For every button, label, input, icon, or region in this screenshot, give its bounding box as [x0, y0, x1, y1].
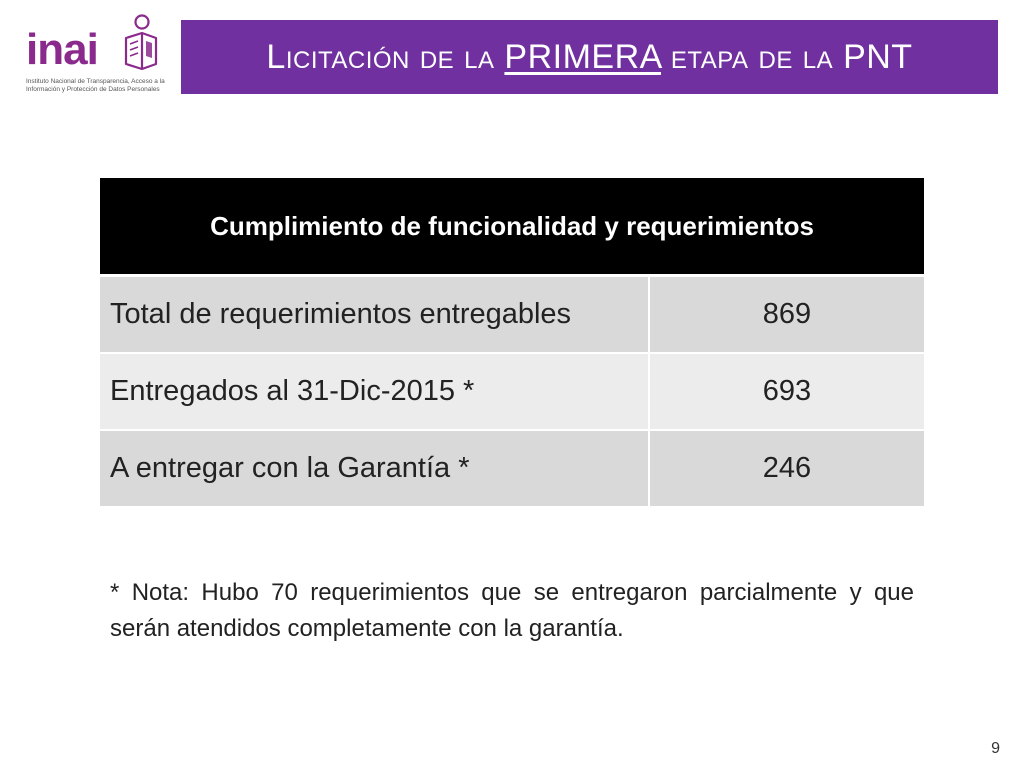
row-label: Total de requerimientos entregables — [100, 277, 650, 354]
table-header: Cumplimiento de funcionalidad y requerim… — [100, 178, 924, 277]
row-label: Entregados al 31-Dic-2015 * — [100, 354, 650, 431]
row-value: 246 — [650, 431, 924, 506]
row-value: 869 — [650, 277, 924, 354]
table-row: A entregar con la Garantía * 246 — [100, 431, 924, 506]
book-person-icon — [124, 14, 158, 71]
title-emphasis: PRIMERA — [504, 37, 661, 76]
row-value: 693 — [650, 354, 924, 431]
page-title: Licitación de la PRIMERA etapa de la PNT — [266, 38, 912, 77]
title-banner: Licitación de la PRIMERA etapa de la PNT — [181, 20, 998, 94]
table-row: Entregados al 31-Dic-2015 * 693 — [100, 354, 924, 431]
table-header-row: Cumplimiento de funcionalidad y requerim… — [100, 178, 924, 277]
logo-caption: Instituto Nacional de Transparencia, Acc… — [26, 78, 165, 93]
page-number: 9 — [991, 740, 1000, 757]
title-part-2: etapa de la PNT — [660, 37, 913, 76]
footnote: * Nota: Hubo 70 requerimientos que se en… — [110, 579, 914, 642]
logo-wordmark: inai — [26, 25, 99, 74]
requirements-table: Cumplimiento de funcionalidad y requerim… — [100, 178, 924, 506]
row-label: A entregar con la Garantía * — [100, 431, 650, 506]
table-row: Total de requerimientos entregables 869 — [100, 277, 924, 354]
inai-logo: inai Instituto Nacional de Transparencia… — [24, 14, 174, 98]
title-part-1: Licitación de la — [266, 37, 505, 76]
